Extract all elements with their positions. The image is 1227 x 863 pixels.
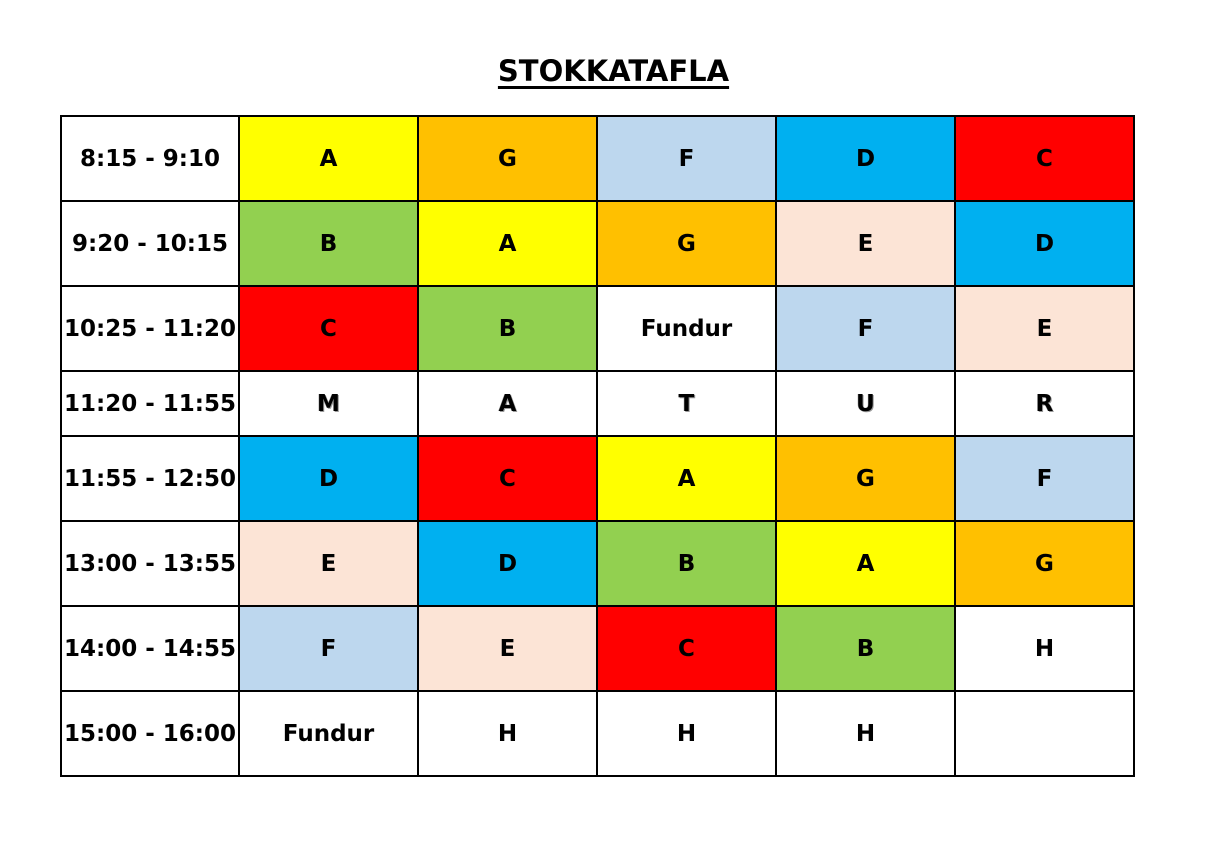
lunch-row: 11:20 - 11:55 M A T U R: [60, 370, 1135, 437]
time-slot: 14:00 - 14:55: [60, 605, 240, 692]
schedule-cell: C: [954, 115, 1135, 202]
schedule-cell: C: [238, 285, 419, 372]
lunch-cell: M: [238, 370, 419, 437]
schedule-cell: E: [954, 285, 1135, 372]
time-slot: 10:25 - 11:20: [60, 285, 240, 372]
schedule-cell: H: [417, 690, 598, 777]
schedule-cell: D: [417, 520, 598, 607]
schedule-cell: H: [596, 690, 777, 777]
schedule-body: 8:15 - 9:10 A G F D C 9:20 - 10:15 B A G…: [60, 115, 1135, 777]
lunch-cell: A: [417, 370, 598, 437]
schedule-cell: H: [954, 605, 1135, 692]
schedule-cell: A: [596, 435, 777, 522]
table-row: 8:15 - 9:10 A G F D C: [60, 115, 1135, 202]
page-title: STOKKATAFLA: [0, 54, 1227, 88]
schedule-cell: G: [775, 435, 956, 522]
lunch-cell: T: [596, 370, 777, 437]
time-slot: 13:00 - 13:55: [60, 520, 240, 607]
table-row: 9:20 - 10:15 B A G E D: [60, 200, 1135, 287]
schedule-cell: E: [238, 520, 419, 607]
schedule-cell: B: [775, 605, 956, 692]
schedule-cell: F: [775, 285, 956, 372]
schedule-table: 8:15 - 9:10 A G F D C 9:20 - 10:15 B A G…: [60, 115, 1135, 777]
schedule-cell: D: [775, 115, 956, 202]
schedule-cell: A: [775, 520, 956, 607]
schedule-cell: G: [954, 520, 1135, 607]
schedule-cell: G: [596, 200, 777, 287]
table-row: 13:00 - 13:55 E D B A G: [60, 520, 1135, 607]
time-slot: 15:00 - 16:00: [60, 690, 240, 777]
schedule-cell: A: [238, 115, 419, 202]
schedule-cell: E: [417, 605, 598, 692]
title-text: STOKKATAFLA: [497, 54, 730, 88]
schedule-cell: G: [417, 115, 598, 202]
time-slot: 11:55 - 12:50: [60, 435, 240, 522]
schedule-cell: B: [417, 285, 598, 372]
schedule-cell: D: [238, 435, 419, 522]
schedule-cell: F: [238, 605, 419, 692]
time-slot: 9:20 - 10:15: [60, 200, 240, 287]
schedule-cell: H: [775, 690, 956, 777]
table-row: 11:55 - 12:50 D C A G F: [60, 435, 1135, 522]
empty-cell: [954, 690, 1135, 777]
table-row: 10:25 - 11:20 C B Fundur F E: [60, 285, 1135, 372]
schedule-cell: C: [596, 605, 777, 692]
meeting-cell: Fundur: [238, 690, 419, 777]
lunch-cell: R: [954, 370, 1135, 437]
schedule-cell: A: [417, 200, 598, 287]
schedule-cell: F: [596, 115, 777, 202]
time-slot: 8:15 - 9:10: [60, 115, 240, 202]
schedule-cell: C: [417, 435, 598, 522]
time-slot: 11:20 - 11:55: [60, 370, 240, 437]
table-row: 15:00 - 16:00 Fundur H H H: [60, 690, 1135, 777]
schedule-cell: E: [775, 200, 956, 287]
schedule-cell: B: [596, 520, 777, 607]
schedule-cell: B: [238, 200, 419, 287]
meeting-cell: Fundur: [596, 285, 777, 372]
schedule-cell: D: [954, 200, 1135, 287]
table-row: 14:00 - 14:55 F E C B H: [60, 605, 1135, 692]
lunch-cell: U: [775, 370, 956, 437]
schedule-cell: F: [954, 435, 1135, 522]
